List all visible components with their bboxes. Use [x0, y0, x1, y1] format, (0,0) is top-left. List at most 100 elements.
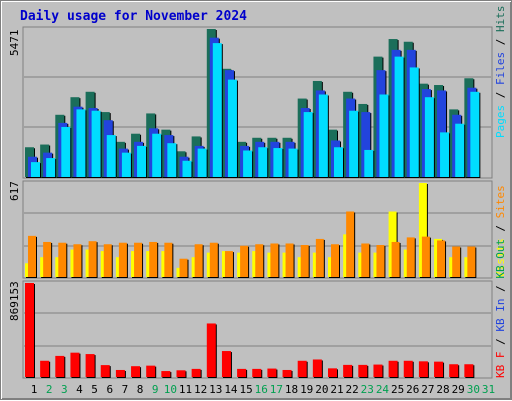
- day-label: 6: [106, 383, 113, 396]
- legend-entry: Sites: [494, 185, 507, 218]
- bar-pages-day-23: [364, 149, 374, 177]
- day-label: 31: [482, 383, 495, 396]
- bar-kb-f-day-12: [191, 368, 201, 377]
- legend-entry: KB F: [494, 352, 507, 379]
- legend-text: Visits / Sites: [494, 185, 507, 278]
- day-label: 7: [122, 383, 129, 396]
- day-label: 14: [224, 383, 238, 396]
- day-label: 10: [164, 383, 177, 396]
- bar-pages-day-25: [394, 56, 404, 177]
- bar-pages-day-26: [409, 67, 419, 177]
- bar-sites-day-1: [28, 235, 36, 277]
- bar-sites-day-24: [376, 245, 385, 277]
- legend-entry: KB In: [494, 299, 507, 332]
- bar-sites-day-13: [209, 242, 218, 277]
- day-label: 18: [285, 383, 298, 396]
- bar-kb-f-day-19: [297, 360, 307, 377]
- bar-sites-day-14: [224, 251, 233, 277]
- bar-pages-day-13: [212, 43, 222, 177]
- day-label: 11: [179, 383, 192, 396]
- day-label: 26: [406, 383, 419, 396]
- day-label: 4: [76, 383, 83, 396]
- bar-pages-day-5: [91, 110, 101, 177]
- day-label: 20: [315, 383, 328, 396]
- bar-kb-f-day-25: [388, 360, 398, 377]
- bar-pages-day-22: [349, 110, 359, 177]
- day-label: 9: [152, 383, 159, 396]
- day-label: 5: [91, 383, 98, 396]
- bar-sites-day-4: [73, 244, 82, 277]
- visits-bars: [25, 183, 477, 278]
- day-label: 22: [346, 383, 359, 396]
- bar-sites-day-18: [285, 243, 294, 277]
- bar-sites-day-26: [406, 237, 415, 277]
- legend-separator: /: [494, 332, 507, 352]
- bar-sites-day-20: [315, 238, 324, 277]
- bar-pages-day-29: [455, 123, 465, 177]
- legend-separator: /: [494, 85, 507, 105]
- bar-files-day-23: [361, 112, 371, 177]
- bar-kb-f-day-5: [85, 354, 95, 377]
- bar-kb-f-day-15: [237, 368, 247, 377]
- bar-kb-f-day-13: [206, 323, 216, 377]
- bar-kb-f-day-8: [131, 366, 141, 377]
- bar-pages-day-27: [424, 97, 434, 177]
- bar-pages-day-11: [182, 160, 192, 177]
- bar-pages-day-3: [61, 126, 71, 177]
- hits-ymax-label: 5471: [8, 30, 21, 57]
- day-label: 17: [270, 383, 283, 396]
- bar-kb-f-day-20: [312, 359, 322, 377]
- legend-entry: KB Out: [494, 239, 507, 279]
- day-label: 28: [436, 383, 449, 396]
- legend-entry: Hits: [494, 6, 507, 33]
- bar-pages-day-1: [31, 162, 40, 177]
- bar-kb-f-day-7: [115, 369, 125, 377]
- bar-pages-day-28: [440, 132, 450, 177]
- day-label: 25: [391, 383, 404, 396]
- visits-legend: Visits / Sites: [494, 185, 507, 278]
- bar-kb-f-day-11: [176, 370, 186, 377]
- bar-pages-day-4: [76, 109, 86, 177]
- bar-sites-day-5: [88, 241, 97, 277]
- bar-sites-day-9: [149, 241, 158, 277]
- hits-legend: Pages / Files / Hits: [494, 6, 507, 139]
- kb-legend: KB F / KB In / KB Out: [494, 239, 507, 378]
- bar-kb-f-day-2: [40, 360, 50, 377]
- kb-bars: [25, 283, 475, 378]
- bar-pages-day-12: [197, 148, 207, 177]
- bar-kb-f-day-4: [70, 352, 80, 377]
- bar-kb-f-day-9: [146, 365, 156, 377]
- day-label: 2: [46, 383, 53, 396]
- bar-pages-day-6: [106, 135, 116, 177]
- legend-entry: Visits: [494, 238, 507, 278]
- kb-ymax-label: 869153: [8, 281, 21, 321]
- bar-kb-f-day-27: [418, 361, 428, 377]
- day-label: 8: [137, 383, 144, 396]
- bar-sites-day-28: [437, 240, 446, 277]
- day-label: 24: [376, 383, 390, 396]
- day-label: 29: [452, 383, 465, 396]
- day-label: 12: [194, 383, 207, 396]
- bar-sites-day-3: [58, 242, 67, 277]
- bar-kb-f-day-24: [373, 364, 383, 377]
- bar-kb-f-day-18: [282, 369, 292, 377]
- day-label: 1: [31, 383, 38, 396]
- bar-kb-f-day-3: [55, 355, 65, 377]
- bar-sites-day-23: [361, 243, 370, 277]
- bar-sites-day-29: [452, 246, 461, 277]
- day-label: 27: [421, 383, 434, 396]
- bar-pages-day-19: [303, 112, 313, 177]
- bar-kb-f-day-30: [464, 364, 474, 377]
- legend-entry: Pages: [494, 105, 507, 138]
- bar-kb-f-day-29: [449, 364, 459, 377]
- legend-separator: /: [494, 279, 507, 299]
- day-label: 19: [300, 383, 313, 396]
- bar-pages-day-10: [167, 143, 177, 177]
- day-label: 3: [61, 383, 68, 396]
- hits-bars: [25, 29, 481, 178]
- day-labels: 1 2 3 4 5 6 7 8 9 10 11 12 13 14 15 16 17 18 19 20 21 22 23 24 2…: [31, 383, 495, 396]
- bar-pages-day-9: [152, 133, 162, 177]
- visits-ymax-label: 617: [8, 181, 21, 201]
